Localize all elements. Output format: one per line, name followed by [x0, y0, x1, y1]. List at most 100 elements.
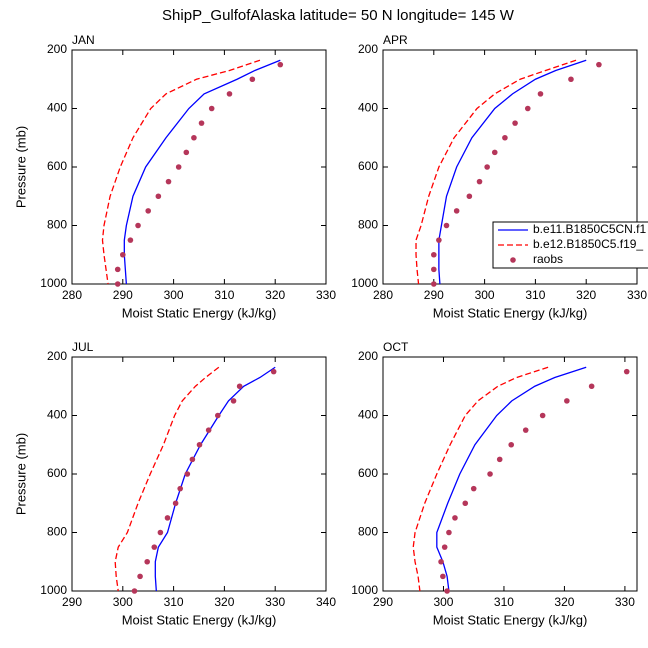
data-point — [177, 485, 184, 492]
data-point — [230, 398, 237, 404]
plot-frame — [71, 356, 327, 592]
data-point — [496, 456, 503, 463]
legend-label: b.e12.B1850C5.f19_ — [533, 237, 643, 251]
y-tick-label: 400 — [358, 408, 378, 422]
data-point — [208, 105, 215, 112]
data-point — [183, 149, 190, 156]
y-tick-label: 200 — [358, 349, 378, 363]
data-point — [438, 558, 444, 565]
x-tick-label: 320 — [554, 595, 574, 609]
x-axis-label: Moist Static Energy (kJ/kg) — [122, 612, 277, 627]
data-point — [470, 485, 477, 492]
data-point — [214, 412, 221, 419]
x-tick-label: 280 — [373, 288, 393, 302]
data-point — [512, 120, 518, 126]
data-point — [431, 266, 437, 273]
y-tick-label: 1000 — [351, 276, 378, 290]
x-tick-label: 280 — [62, 288, 82, 302]
data-point — [487, 471, 493, 477]
data-point — [191, 134, 197, 141]
page-title: ShipP_GulfofAlaska latitude= 50 N longit… — [162, 7, 515, 24]
panel-title: OCT — [383, 340, 409, 354]
data-point — [462, 500, 469, 507]
data-point — [137, 573, 143, 580]
data-point — [466, 193, 473, 200]
x-tick-label: 330 — [627, 288, 647, 302]
data-point — [446, 529, 452, 536]
y-tick-label: 1000 — [40, 276, 67, 290]
y-tick-label: 800 — [358, 218, 378, 232]
data-point — [502, 134, 508, 141]
data-point — [172, 500, 179, 507]
data-point — [596, 61, 602, 68]
data-point — [476, 178, 483, 185]
data-point — [539, 412, 546, 419]
data-point — [443, 222, 450, 229]
data-point — [431, 251, 437, 258]
panel-title: APR — [383, 33, 408, 47]
data-point — [189, 456, 196, 463]
data-point — [436, 237, 442, 243]
data-point — [249, 76, 256, 83]
y-tick-label: 1000 — [40, 583, 67, 597]
x-tick-label: 330 — [615, 595, 635, 609]
x-tick-label: 310 — [494, 595, 514, 609]
data-point — [184, 471, 191, 477]
x-axis-label: Moist Static Energy (kJ/kg) — [433, 612, 588, 627]
y-tick-label: 200 — [358, 42, 378, 56]
y-tick-label: 800 — [47, 218, 67, 232]
y-tick-label: 1000 — [351, 583, 378, 597]
data-point — [564, 398, 570, 404]
y-tick-label: 400 — [358, 101, 378, 115]
data-point — [588, 383, 595, 390]
series-line — [438, 59, 587, 285]
data-point — [431, 281, 437, 287]
y-tick-label: 800 — [47, 525, 67, 539]
series-line — [154, 366, 276, 592]
y-axis-label: Pressure (mb) — [13, 433, 28, 515]
x-tick-label: 330 — [316, 288, 336, 302]
x-tick-label: 290 — [113, 288, 133, 302]
series-line — [436, 366, 587, 592]
data-point — [120, 251, 126, 258]
y-tick-label: 200 — [47, 349, 67, 363]
x-tick-label: 320 — [576, 288, 596, 302]
x-tick-label: 300 — [475, 288, 495, 302]
data-point — [226, 91, 233, 97]
data-point — [524, 105, 531, 112]
legend: b.e11.B1850C5CN.f1b.e12.B1850C5.f19_raob… — [492, 221, 648, 269]
x-tick-label: 310 — [164, 595, 184, 609]
data-point — [568, 76, 574, 83]
data-point — [453, 208, 460, 214]
data-point — [198, 120, 205, 126]
data-point — [131, 588, 138, 594]
data-point — [114, 266, 121, 273]
y-tick-label: 400 — [47, 408, 67, 422]
series-line — [412, 366, 549, 592]
x-tick-label: 300 — [164, 288, 184, 302]
legend-label: raobs — [533, 252, 563, 266]
data-point — [270, 368, 277, 375]
x-tick-label: 290 — [424, 288, 444, 302]
legend-label: b.e11.B1850C5CN.f1 — [533, 222, 647, 236]
series-line — [415, 59, 577, 285]
data-point — [175, 164, 182, 170]
series-line — [123, 59, 281, 285]
data-point — [145, 208, 151, 214]
data-point — [205, 427, 212, 433]
x-tick-label: 330 — [265, 595, 285, 609]
x-tick-label: 290 — [373, 595, 393, 609]
legend-swatch — [510, 257, 516, 263]
data-point — [440, 573, 446, 580]
data-point — [155, 193, 162, 200]
y-tick-label: 600 — [47, 159, 67, 173]
data-point — [277, 61, 284, 68]
data-point — [508, 441, 515, 448]
panel-title: JUL — [72, 340, 94, 354]
data-point — [441, 544, 448, 550]
y-tick-label: 600 — [47, 466, 67, 480]
data-point — [491, 149, 498, 156]
data-point — [144, 558, 150, 565]
x-tick-label: 300 — [433, 595, 453, 609]
